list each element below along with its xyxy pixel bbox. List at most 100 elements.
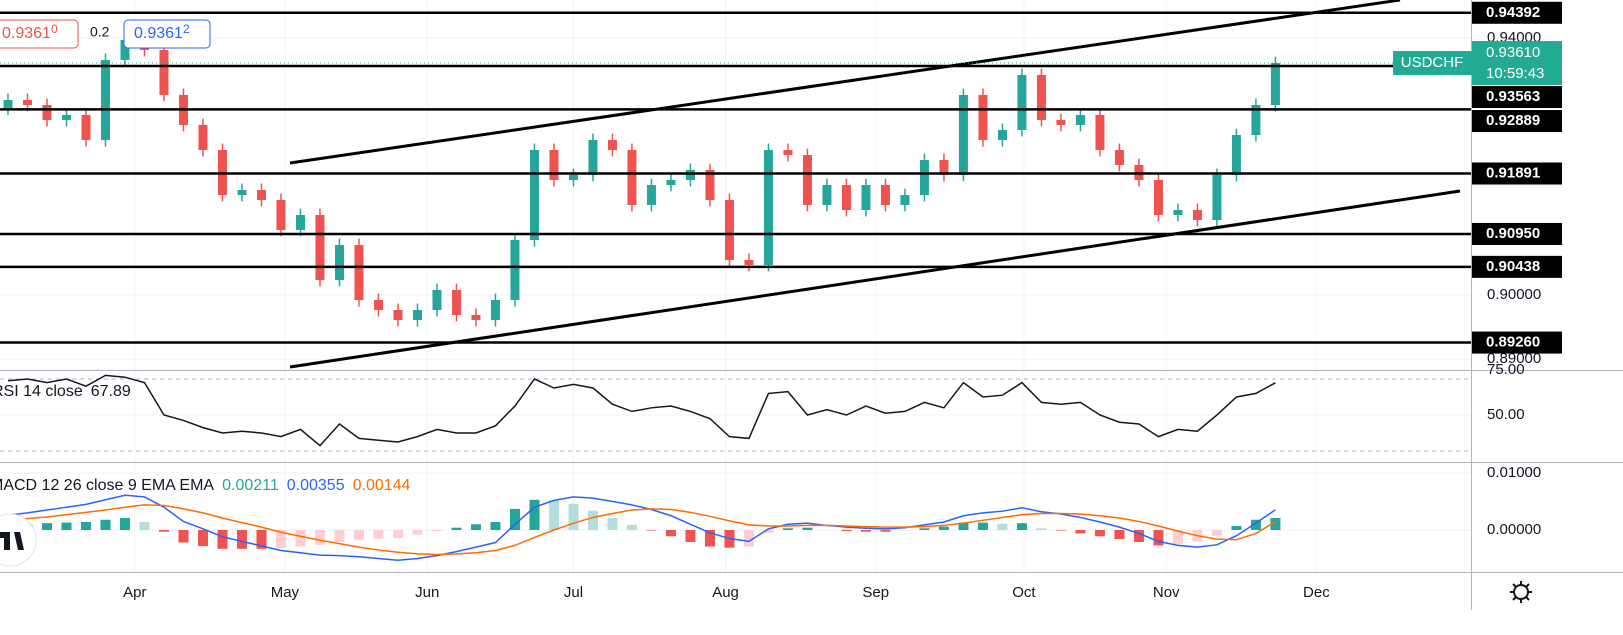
candle-body (393, 309, 403, 321)
candle-body (841, 185, 851, 210)
histogram-bar (119, 518, 130, 530)
histogram-bar (451, 527, 462, 530)
y-tick-label: 75.00 (1487, 361, 1525, 378)
histogram-bar (1016, 523, 1027, 530)
rsi-line (7, 374, 1276, 447)
gear-ring (1513, 584, 1529, 600)
candle-body (685, 169, 695, 180)
histogram-bar (958, 522, 969, 530)
histogram-bar (509, 508, 520, 530)
level-label: 0.89260 (1486, 334, 1540, 351)
candle-body (900, 195, 910, 205)
histogram-bar (1153, 529, 1164, 546)
histogram-bar (880, 529, 891, 532)
histogram-bar (1094, 529, 1105, 537)
trend-line (289, 189, 1461, 369)
histogram-bar (997, 523, 1008, 530)
level-tag (1472, 1, 1562, 24)
candle-body (939, 160, 949, 175)
histogram-bar (626, 524, 637, 530)
candle-body (490, 300, 500, 321)
logo-mark (0, 532, 24, 550)
levels (0, 11, 1471, 344)
candle-body (412, 309, 422, 321)
histogram-bar (685, 529, 696, 542)
sell-button[interactable] (0, 19, 79, 49)
histogram-bar (782, 528, 793, 530)
x-tick-label: May (271, 584, 300, 601)
candle-body (22, 99, 32, 105)
histogram-bar (529, 499, 540, 530)
candle-body (42, 104, 52, 120)
symbol-tag (1393, 51, 1472, 76)
settings-icon[interactable] (1510, 581, 1532, 603)
candle-body (568, 174, 578, 180)
histogram-bar (743, 529, 754, 547)
candle-body (295, 215, 305, 230)
histogram-bar (899, 529, 910, 531)
candle-body (549, 149, 559, 180)
sell-price-sup: 0 (51, 22, 58, 36)
countdown: 10:59:43 (1486, 65, 1544, 82)
histogram-bar (392, 529, 403, 538)
x-tick-label: Oct (1012, 584, 1036, 601)
y-tick-label: 50.00 (1487, 406, 1525, 423)
level-label: 0.90438 (1486, 258, 1540, 275)
candle-body (978, 94, 988, 141)
candle-body (1017, 74, 1027, 130)
sell-price-main: 0.9361 (2, 25, 51, 42)
histogram-bar (314, 529, 325, 545)
hist-value: 0.00211 (222, 477, 279, 494)
level-tag (1472, 86, 1562, 109)
price-tag (1472, 41, 1562, 86)
histogram-bar (977, 522, 988, 530)
candle-body (783, 149, 793, 155)
candle-body (958, 94, 968, 175)
candle-body (334, 245, 344, 281)
candle-body (1036, 74, 1046, 120)
histogram-bar (61, 522, 72, 530)
histogram-bar (295, 529, 306, 547)
y-tick-label: 0.01000 (1487, 464, 1541, 481)
level-tag (1472, 110, 1562, 133)
histogram-bar (587, 510, 598, 530)
price-tag-label: 0.93610 (1486, 44, 1540, 61)
candle-body (81, 114, 91, 141)
histogram-bar (548, 500, 559, 530)
candle-body (705, 169, 715, 200)
candle-body (763, 149, 773, 266)
candle-body (1231, 135, 1241, 175)
y-tick-label: 0.89000 (1487, 350, 1541, 367)
histogram-bar (860, 529, 871, 532)
candle-body (373, 300, 383, 310)
buy-price-main: 0.9361 (134, 25, 183, 42)
histogram-bar (607, 518, 618, 530)
histogram-bar (1055, 529, 1066, 531)
histogram-bar (217, 529, 228, 549)
candle-body (880, 185, 890, 205)
histogram-bar (197, 529, 208, 546)
histogram-bar (100, 519, 111, 530)
trade-panel[interactable]: 0.93610 0.2 0.93612 (0, 19, 211, 49)
rsi-title: RSI 14 close (0, 383, 83, 400)
histogram-bar (841, 529, 852, 532)
histogram-bar (1172, 529, 1183, 545)
gear-teeth (1510, 581, 1532, 603)
histogram-bar (1231, 526, 1242, 530)
buy-button[interactable] (123, 19, 211, 49)
histogram-bar (256, 529, 267, 549)
candle-body (666, 179, 676, 185)
histogram-bar (704, 529, 715, 547)
histogram-bar (1036, 528, 1047, 530)
rsi-value: 67.89 (91, 383, 131, 400)
candle-body (1192, 209, 1202, 221)
y-tick-label: 0.90000 (1487, 286, 1541, 303)
candle-body (471, 314, 481, 321)
candle-body (100, 59, 110, 141)
level-label: 0.94392 (1486, 4, 1540, 21)
macd-value: 0.00355 (287, 477, 345, 494)
candle-body (1056, 119, 1066, 125)
histogram-bar (646, 529, 657, 531)
x-tick-label: Apr (123, 584, 146, 601)
